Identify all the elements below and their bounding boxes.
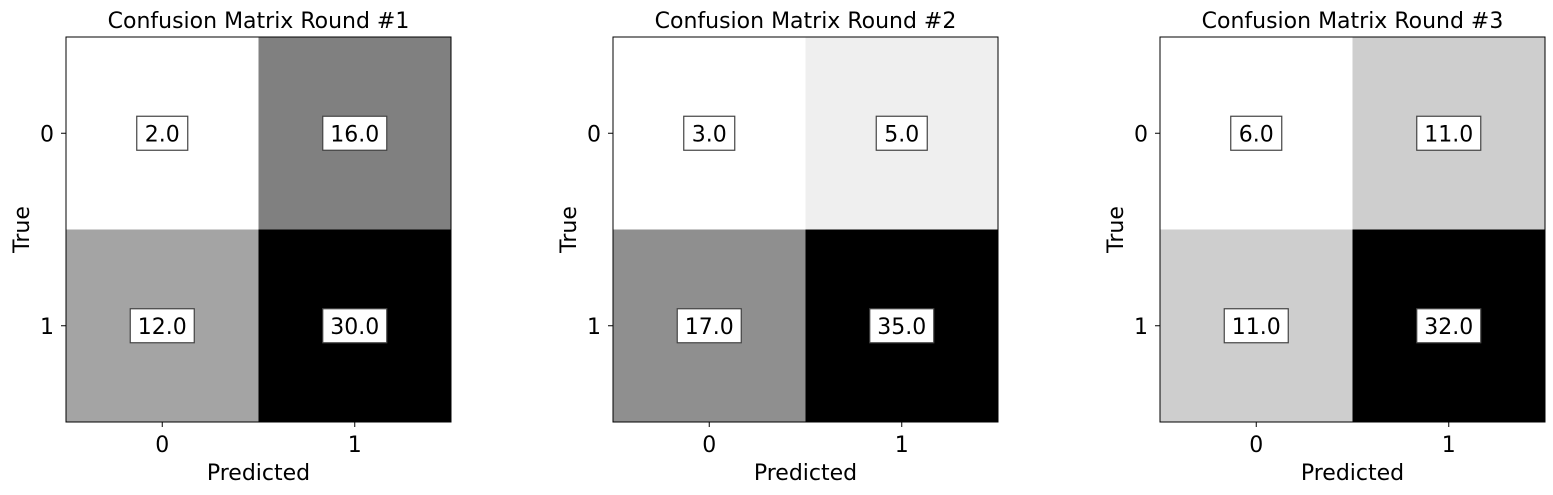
value-label-box-r0-c0 <box>136 115 189 151</box>
value-label-r0-c1: 16.0 <box>330 122 379 147</box>
value-label-r1-c1: 35.0 <box>877 315 926 340</box>
value-label-box-r0-c0 <box>1230 115 1283 151</box>
value-label-box-r1-c0 <box>129 308 195 344</box>
x-axis-label: Predicted <box>207 461 310 486</box>
value-label-r1-c0: 11.0 <box>1232 315 1281 340</box>
confusion-matrix-panel-3: 6.0 11.0 11.0 32.0 0 1 0 1 Confusion Matrix Roun… <box>1104 9 1546 486</box>
value-label-box-r1-c1 <box>322 308 388 344</box>
value-label-r1-c0: 17.0 <box>685 315 734 340</box>
y-tick-label-0: 0 <box>40 122 54 147</box>
value-label-r0-c0: 3.0 <box>692 122 727 147</box>
chart-title: Confusion Matrix Round #3 <box>1202 9 1504 34</box>
plot-frame <box>612 36 999 423</box>
value-label-box-r0-c0 <box>683 115 736 151</box>
chart-title: Confusion Matrix Round #2 <box>655 9 957 34</box>
y-axis-label: True <box>557 206 582 254</box>
x-tick-label-0: 0 <box>155 433 169 458</box>
value-label-box-r1-c1 <box>1416 308 1482 344</box>
value-label-r1-c1: 30.0 <box>330 315 379 340</box>
value-label-r1-c1: 32.0 <box>1424 315 1473 340</box>
confusion-matrix-panel-2: 3.0 5.0 17.0 35.0 0 1 0 1 Confusion Matrix Round… <box>557 9 999 486</box>
x-tick-label-0: 0 <box>702 433 716 458</box>
value-label-box-r1-c0 <box>676 308 742 344</box>
x-axis-label: Predicted <box>1301 461 1404 486</box>
y-axis-label: True <box>10 206 35 254</box>
y-tick-label-0: 0 <box>587 122 601 147</box>
x-tick-label-1: 1 <box>895 433 909 458</box>
y-axis-label: True <box>1104 206 1129 254</box>
x-tick-label-0: 0 <box>1249 433 1263 458</box>
value-label-r0-c0: 6.0 <box>1239 122 1274 147</box>
x-tick-label-1: 1 <box>1442 433 1456 458</box>
value-label-box-r1-c1 <box>869 308 935 344</box>
plot-frame <box>65 36 452 423</box>
chart-title: Confusion Matrix Round #1 <box>108 9 410 34</box>
y-tick-label-0: 0 <box>1134 122 1148 147</box>
plot-frame <box>1159 36 1546 423</box>
value-label-box-r0-c1 <box>322 115 388 151</box>
y-tick-label-1: 1 <box>1134 315 1148 340</box>
value-label-box-r1-c0 <box>1223 308 1289 344</box>
value-label-r1-c0: 12.0 <box>138 315 187 340</box>
x-tick-label-1: 1 <box>348 433 362 458</box>
value-label-box-r0-c1 <box>1416 115 1482 151</box>
value-label-r0-c1: 5.0 <box>884 122 919 147</box>
x-axis-label: Predicted <box>754 461 857 486</box>
y-tick-label-1: 1 <box>40 315 54 340</box>
value-label-r0-c1: 11.0 <box>1424 122 1473 147</box>
confusion-matrix-panel-1: 2.0 16.0 12.0 30.0 0 1 0 1 Confusion Matrix Roun… <box>10 9 452 486</box>
value-label-box-r0-c1 <box>875 115 928 151</box>
value-label-r0-c0: 2.0 <box>145 122 180 147</box>
y-tick-label-1: 1 <box>587 315 601 340</box>
